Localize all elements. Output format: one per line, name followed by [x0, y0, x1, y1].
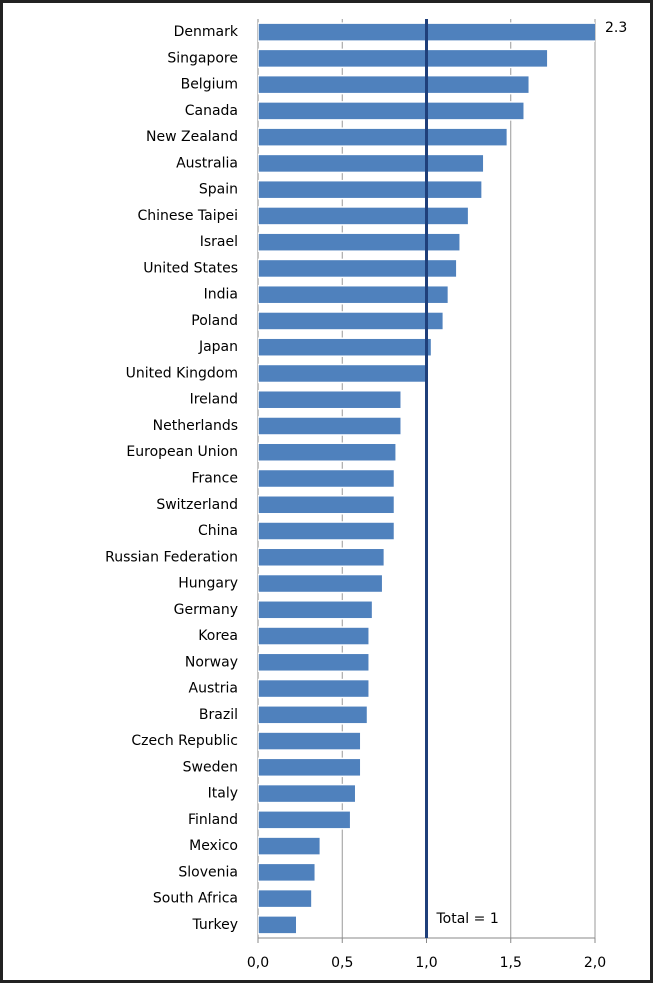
y-tick-label: Austria — [189, 681, 238, 697]
bar — [258, 468, 396, 489]
y-tick-label: Switzerland — [156, 497, 238, 513]
bar — [258, 337, 433, 357]
y-tick-label: Sweden — [183, 759, 238, 775]
y-tick-label: China — [198, 523, 238, 539]
bar — [258, 862, 317, 883]
y-tick-label: France — [191, 471, 238, 487]
y-tick-label: Singapore — [167, 50, 238, 66]
y-tick-label: Turkey — [191, 917, 238, 933]
bar — [258, 22, 595, 42]
bar — [258, 153, 485, 174]
y-tick-label: Chinese Taipei — [138, 208, 238, 224]
y-tick-label: Italy — [208, 786, 238, 802]
y-tick-label: Belgium — [181, 77, 238, 93]
y-tick-label: Mexico — [189, 838, 238, 854]
bar — [258, 258, 458, 279]
bar — [258, 836, 322, 856]
y-tick-label: Denmark — [174, 24, 239, 40]
y-tick-label: Japan — [198, 339, 238, 355]
y-tick-label: United States — [143, 260, 238, 276]
y-tick-label: Ireland — [190, 392, 238, 408]
bar — [258, 284, 450, 305]
bar — [258, 810, 352, 830]
data-label: 2.3 — [605, 20, 627, 36]
y-tick-label: Norway — [185, 654, 238, 670]
x-tick-label: 0,5 — [331, 955, 353, 971]
y-tick-label: India — [204, 287, 238, 303]
bar — [258, 127, 509, 147]
y-tick-label: Finland — [188, 812, 238, 828]
y-tick-label: Hungary — [178, 576, 238, 592]
bar — [258, 101, 525, 121]
bar — [258, 74, 531, 95]
y-tick-label: Korea — [198, 628, 238, 644]
bar — [258, 600, 374, 620]
y-tick-label: United Kingdom — [126, 365, 238, 381]
bar — [258, 206, 470, 226]
bar — [258, 888, 313, 909]
y-tick-label: Canada — [185, 103, 238, 119]
x-tick-label: 1,5 — [500, 955, 522, 971]
bar — [258, 442, 397, 462]
bar — [258, 783, 357, 804]
bar — [258, 179, 483, 200]
y-tick-label: Spain — [199, 182, 238, 198]
bar — [258, 731, 362, 751]
bar — [258, 757, 362, 778]
reference-label: Total = 1 — [436, 911, 499, 927]
bar — [258, 363, 428, 384]
y-tick-label: Slovenia — [178, 864, 238, 880]
x-tick-label: 1,0 — [415, 955, 437, 971]
bar — [258, 626, 370, 646]
bar — [258, 915, 298, 935]
y-tick-label: Brazil — [199, 707, 238, 723]
bar — [258, 705, 369, 725]
bar — [258, 573, 384, 594]
bar — [258, 232, 461, 252]
y-tick-label: Australia — [176, 155, 238, 171]
x-tick-label: 2,0 — [584, 955, 606, 971]
bar — [258, 652, 370, 673]
bar — [258, 311, 445, 331]
bar — [258, 495, 396, 515]
y-tick-label: Netherlands — [153, 418, 238, 434]
y-tick-label: Russian Federation — [105, 549, 238, 565]
bar — [258, 416, 402, 436]
bar — [258, 521, 396, 541]
bar — [258, 389, 402, 410]
y-tick-label: Germany — [174, 602, 238, 618]
y-tick-label: Poland — [191, 313, 238, 329]
y-tick-label: New Zealand — [146, 129, 238, 145]
y-tick-label: European Union — [126, 444, 238, 460]
x-tick-label: 0,0 — [247, 955, 269, 971]
bar — [258, 547, 386, 568]
bar — [258, 678, 370, 699]
bar — [258, 48, 549, 69]
y-tick-label: South Africa — [153, 891, 238, 907]
y-tick-label: Israel — [200, 234, 238, 250]
y-tick-label: Czech Republic — [131, 733, 238, 749]
